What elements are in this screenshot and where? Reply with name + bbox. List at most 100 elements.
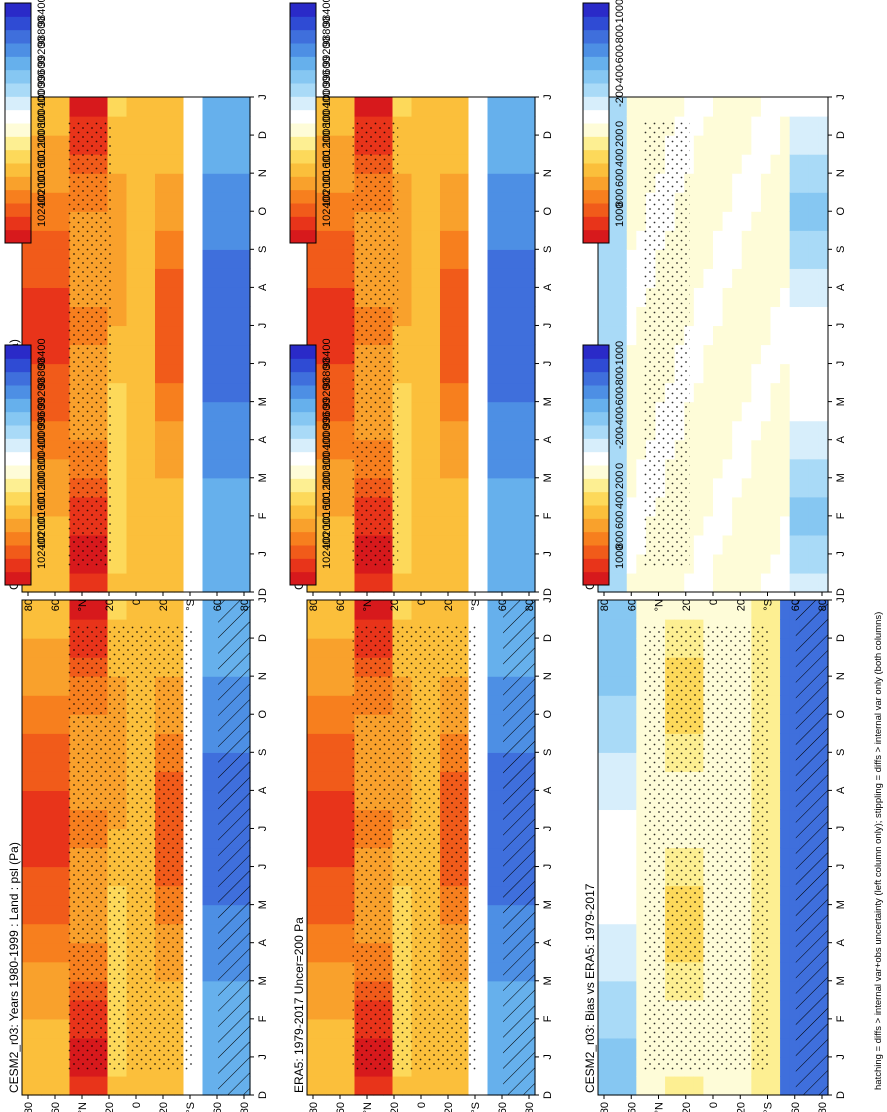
heatmap-cell	[497, 790, 508, 811]
heatmap-cell	[164, 97, 175, 117]
colorbar-swatch	[290, 189, 316, 204]
heatmap-cell	[607, 173, 618, 193]
heatmap-cell	[145, 135, 156, 155]
heatmap-cell	[487, 173, 498, 193]
heatmap-cell	[240, 420, 251, 441]
heatmap-cell	[41, 1075, 52, 1096]
heatmap-cell	[598, 752, 609, 772]
heatmap-cell	[402, 154, 413, 174]
heatmap-cell	[703, 173, 714, 193]
x-tick-label: N	[257, 169, 269, 177]
heatmap-cell	[626, 942, 637, 963]
heatmap-cell	[193, 439, 204, 460]
colorbar-label: 98800	[36, 358, 48, 389]
heatmap-cell	[487, 211, 498, 231]
heatmap-cell	[31, 553, 42, 574]
heatmap-cell	[617, 249, 628, 269]
heatmap-cell	[326, 382, 337, 403]
heatmap-cell	[50, 1056, 61, 1077]
heatmap-cell	[713, 1075, 724, 1096]
heatmap-cell	[770, 847, 781, 868]
heatmap-cell	[212, 268, 223, 288]
heatmap-cell	[626, 363, 637, 384]
heatmap-cell	[459, 230, 470, 250]
heatmap-cell	[60, 344, 71, 365]
heatmap-cell	[818, 420, 829, 441]
heatmap-cell	[770, 1018, 781, 1039]
heatmap-cell	[31, 771, 42, 791]
heatmap-cell	[770, 714, 781, 734]
heatmap-cell	[174, 97, 185, 117]
heatmap-cell	[440, 230, 451, 250]
heatmap-cell	[155, 249, 166, 269]
heatmap-cell	[497, 714, 508, 734]
heatmap-cell	[607, 458, 618, 479]
heatmap-cell	[760, 97, 772, 117]
heatmap-cell	[440, 192, 451, 212]
heatmap-cell	[136, 420, 147, 441]
heatmap-cell	[22, 790, 33, 811]
heatmap-cell	[808, 572, 820, 593]
heatmap-cell	[117, 249, 128, 269]
heatmap-cell	[808, 116, 820, 136]
heatmap-cell	[665, 572, 676, 593]
heatmap-cell	[780, 325, 791, 346]
heatmap-cell	[183, 363, 194, 384]
heatmap-cell	[770, 553, 781, 574]
heatmap-cell	[449, 154, 460, 174]
heatmap-cell	[231, 401, 242, 422]
heatmap-cell	[41, 192, 52, 212]
heatmap-cell	[221, 154, 232, 174]
heatmap-cell	[41, 790, 52, 811]
heatmap-cell	[607, 714, 618, 734]
heatmap-cell	[202, 173, 213, 193]
heatmap-cell	[626, 401, 637, 422]
heatmap-cell	[440, 1075, 451, 1096]
heatmap-cell	[760, 192, 772, 212]
heatmap-cell	[497, 676, 508, 696]
heatmap-cell	[335, 249, 346, 269]
heatmap-cell	[22, 885, 33, 906]
heatmap-cell	[345, 999, 356, 1020]
heatmap-cell	[316, 1037, 327, 1058]
heatmap-cell	[732, 534, 743, 555]
colorbar-swatch	[290, 571, 316, 586]
heatmap-cell	[468, 192, 479, 212]
heatmap-cell	[598, 961, 609, 982]
heatmap-cell	[50, 1075, 61, 1096]
heatmap-cell	[193, 942, 204, 963]
heatmap-cell	[383, 600, 394, 620]
heatmap-cell	[117, 382, 128, 403]
heatmap-cell	[231, 97, 242, 117]
x-tick-label: F	[542, 512, 554, 519]
heatmap-cell	[307, 961, 318, 982]
heatmap-cell	[732, 211, 743, 231]
heatmap-cell	[693, 534, 705, 555]
heatmap-cell	[22, 752, 33, 772]
heatmap-cell	[335, 458, 346, 479]
heatmap-cell	[326, 287, 337, 308]
heatmap-cell	[212, 904, 223, 925]
colorbar-label: 98800	[321, 16, 333, 47]
heatmap-cell	[307, 287, 318, 308]
heatmap-cell	[722, 192, 733, 212]
heatmap-cell	[760, 1075, 772, 1096]
heatmap-cell	[145, 268, 156, 288]
heatmap-cell	[193, 534, 204, 555]
heatmap-cell	[478, 306, 489, 327]
heatmap-cell	[335, 619, 346, 639]
stippling	[352, 624, 478, 1071]
colorbar-swatch	[5, 16, 31, 31]
heatmap-cell	[193, 211, 204, 231]
heatmap-cell	[703, 325, 714, 346]
heatmap-cell	[326, 97, 337, 117]
heatmap-cell	[626, 211, 637, 231]
heatmap-cell	[392, 97, 403, 117]
heatmap-cell	[212, 1075, 223, 1096]
heatmap-cell	[221, 439, 232, 460]
heatmap-cell	[316, 135, 327, 155]
y-tick-label: °S	[470, 1102, 482, 1112]
heatmap-cell	[60, 230, 71, 250]
heatmap-cell	[41, 287, 52, 308]
heatmap-cell	[402, 515, 413, 536]
